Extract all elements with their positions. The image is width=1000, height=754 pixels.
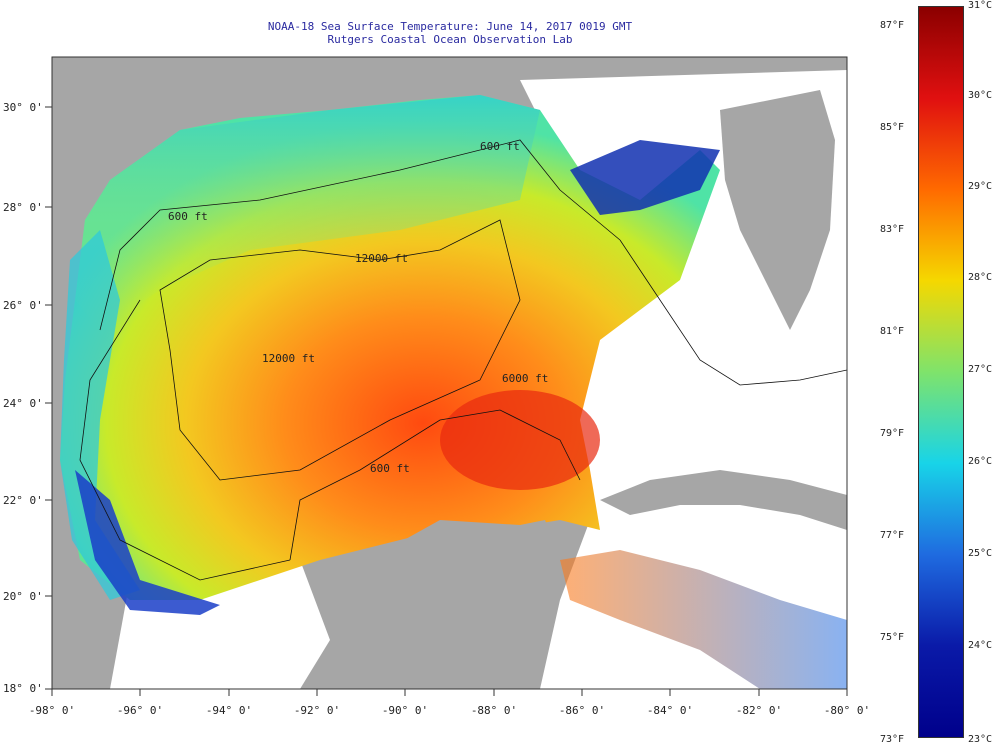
lon-tick-84: -84° 0': [647, 704, 693, 717]
west-coastal-band: [60, 230, 140, 600]
contour-florida-shelf: [619, 239, 848, 386]
c-label-25: 25°C: [968, 548, 993, 559]
f-label-83: 83°F: [880, 224, 905, 235]
lon-tick-80: -80° 0': [824, 704, 870, 717]
lon-tick-92: -92° 0': [294, 704, 340, 717]
florida-peninsula: [720, 90, 835, 330]
loop-current-core: [440, 390, 600, 490]
contour-yucatan-shelf: [289, 409, 581, 561]
lon-tick-86: -86° 0': [559, 704, 605, 717]
lat-tick-26: 26° 0': [3, 299, 43, 312]
lat-tick-22: 22° 0': [3, 494, 43, 507]
contour-label-12000-c: 12000 ft: [262, 352, 315, 365]
lon-tick-88: -88° 0': [471, 704, 517, 717]
f-label-87: 87°F: [880, 20, 905, 31]
f-label-73: 73°F: [880, 734, 905, 745]
c-label-29: 29°C: [968, 181, 993, 192]
lon-tick-98: -98° 0': [29, 704, 75, 717]
contour-label-600-s: 600 ft: [370, 462, 410, 475]
lat-axis: [45, 106, 52, 690]
f-label-79: 79°F: [880, 428, 905, 439]
cuba-island: [600, 470, 847, 530]
temperature-colorbar: [918, 6, 964, 738]
lon-tick-90: -90° 0': [382, 704, 428, 717]
plot-frame: [51, 56, 848, 690]
c-label-27: 27°C: [968, 364, 993, 375]
caribbean-sst: [560, 550, 847, 689]
contour-12000ft: [159, 219, 521, 481]
c-label-28: 28°C: [968, 272, 993, 283]
c-label-23: 23°C: [968, 734, 993, 745]
c-label-24: 24°C: [968, 640, 993, 651]
cold-patch-ne: [570, 140, 720, 215]
sst-map: 600 ft 600 ft 12000 ft 12000 ft 6000 ft …: [3, 56, 870, 717]
lat-tick-24: 24° 0': [3, 397, 43, 410]
c-label-30: 30°C: [968, 90, 993, 101]
c-label-26: 26°C: [968, 456, 993, 467]
lat-tick-20: 20° 0': [3, 590, 43, 603]
contour-600ft: [99, 139, 621, 331]
lon-tick-82: -82° 0': [736, 704, 782, 717]
lat-tick-30: 30° 0': [3, 101, 43, 114]
contour-label-600-w: 600 ft: [168, 210, 208, 223]
lon-tick-94: -94° 0': [206, 704, 252, 717]
lat-tick-28: 28° 0': [3, 201, 43, 214]
c-label-31: 31°C: [968, 0, 993, 11]
lon-axis: [51, 689, 848, 696]
contour-label-6000: 6000 ft: [502, 372, 548, 385]
map-title: NOAA-18 Sea Surface Temperature: June 14…: [267, 20, 633, 33]
contour-label-600-ne: 600 ft: [480, 140, 520, 153]
f-label-75: 75°F: [880, 632, 905, 643]
cold-patch-sw: [75, 470, 250, 615]
f-label-77: 77°F: [880, 530, 905, 541]
map-subtitle: Rutgers Coastal Ocean Observation Lab: [327, 33, 573, 46]
lat-tick-18: 18° 0': [3, 682, 43, 695]
f-label-85: 85°F: [880, 122, 905, 133]
contour-label-12000-n: 12000 ft: [355, 252, 408, 265]
lon-tick-96: -96° 0': [117, 704, 163, 717]
f-label-81: 81°F: [880, 326, 905, 337]
contour-deep: [79, 299, 291, 581]
yucatan-peninsula: [390, 520, 560, 640]
